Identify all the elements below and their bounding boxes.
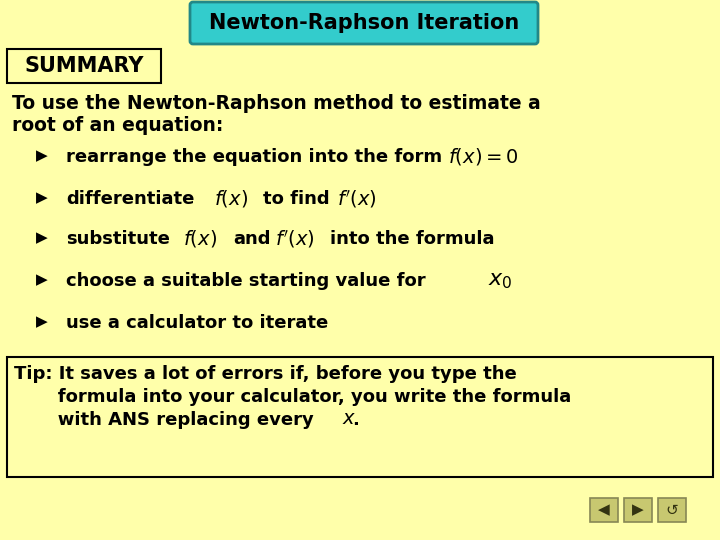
Text: $f(x)=0$: $f(x)=0$ xyxy=(448,146,518,167)
FancyBboxPatch shape xyxy=(590,498,618,522)
Text: use a calculator to iterate: use a calculator to iterate xyxy=(66,314,328,332)
FancyBboxPatch shape xyxy=(7,49,161,83)
Text: $f'(x)$: $f'(x)$ xyxy=(275,228,315,250)
Text: ▶: ▶ xyxy=(36,230,48,245)
Text: ▶: ▶ xyxy=(632,503,644,517)
Text: .: . xyxy=(352,411,359,429)
Text: substitute: substitute xyxy=(66,230,170,248)
Text: ↺: ↺ xyxy=(665,503,678,517)
Text: root of an equation:: root of an equation: xyxy=(12,116,223,135)
Text: choose a suitable starting value for: choose a suitable starting value for xyxy=(66,272,426,290)
Text: rearrange the equation into the form: rearrange the equation into the form xyxy=(66,148,442,166)
Text: with ANS replacing every: with ANS replacing every xyxy=(14,411,320,429)
Text: Newton-Raphson Iteration: Newton-Raphson Iteration xyxy=(209,13,519,33)
Text: $x_0$: $x_0$ xyxy=(488,271,513,291)
Text: ▶: ▶ xyxy=(36,190,48,205)
FancyBboxPatch shape xyxy=(658,498,686,522)
Text: $f'(x)$: $f'(x)$ xyxy=(337,188,377,210)
Text: $f(x)$: $f(x)$ xyxy=(214,188,248,209)
FancyBboxPatch shape xyxy=(624,498,652,522)
FancyBboxPatch shape xyxy=(7,357,713,477)
Text: $f(x)$: $f(x)$ xyxy=(183,228,217,249)
Text: ▶: ▶ xyxy=(36,314,48,329)
Text: ▶: ▶ xyxy=(36,148,48,163)
Text: and: and xyxy=(233,230,271,248)
Text: $x$: $x$ xyxy=(342,409,356,428)
FancyBboxPatch shape xyxy=(190,2,538,44)
Text: To use the Newton-Raphson method to estimate a: To use the Newton-Raphson method to esti… xyxy=(12,94,541,113)
Text: SUMMARY: SUMMARY xyxy=(24,56,144,76)
Text: to find: to find xyxy=(263,190,330,208)
Text: ◀: ◀ xyxy=(598,503,610,517)
Text: into the formula: into the formula xyxy=(330,230,495,248)
Text: formula into your calculator, you write the formula: formula into your calculator, you write … xyxy=(14,388,571,406)
Text: differentiate: differentiate xyxy=(66,190,194,208)
Text: Tip: It saves a lot of errors if, before you type the: Tip: It saves a lot of errors if, before… xyxy=(14,365,517,383)
Text: ▶: ▶ xyxy=(36,272,48,287)
